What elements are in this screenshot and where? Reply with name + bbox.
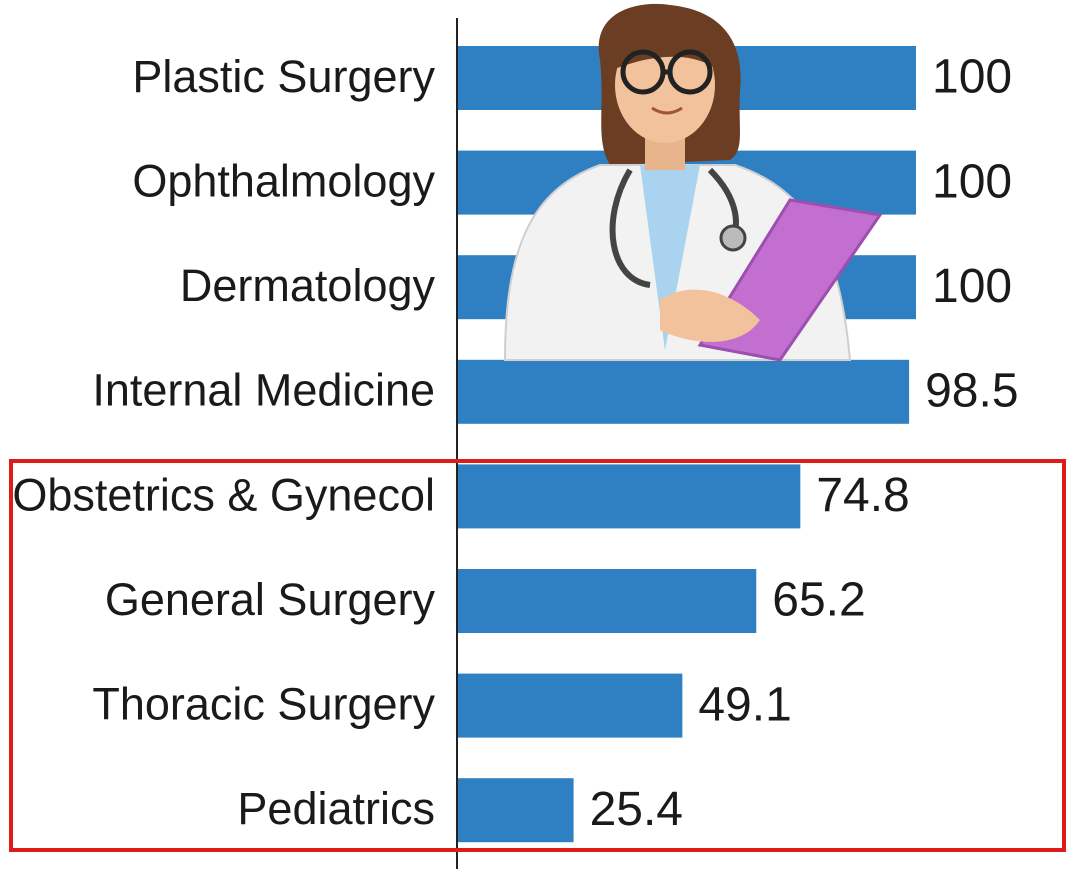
value-label: 74.8	[816, 469, 909, 522]
bar	[457, 673, 683, 738]
bar	[457, 778, 574, 843]
value-label: 65.2	[772, 574, 865, 627]
category-label: General Surgery	[105, 574, 436, 625]
value-label: 25.4	[590, 783, 683, 836]
category-label: Dermatology	[180, 260, 436, 311]
category-label: Pediatrics	[237, 783, 435, 834]
bar	[457, 359, 910, 424]
bar-layer	[457, 46, 916, 843]
value-label: 98.5	[925, 364, 1018, 417]
category-label: Obstetrics & Gynecol	[12, 469, 435, 520]
value-label: 100	[932, 51, 1012, 104]
category-label: Internal Medicine	[92, 365, 435, 416]
category-label: Thoracic Surgery	[92, 678, 435, 729]
value-label: 100	[932, 155, 1012, 208]
doctor-illustration	[503, 3, 883, 362]
bar	[457, 464, 801, 529]
category-label: Ophthalmology	[132, 155, 435, 206]
bar	[457, 569, 757, 633]
value-label: 49.1	[698, 678, 791, 731]
category-label: Plastic Surgery	[132, 51, 435, 102]
value-label: 100	[932, 260, 1012, 313]
highlight-box	[9, 459, 1066, 852]
